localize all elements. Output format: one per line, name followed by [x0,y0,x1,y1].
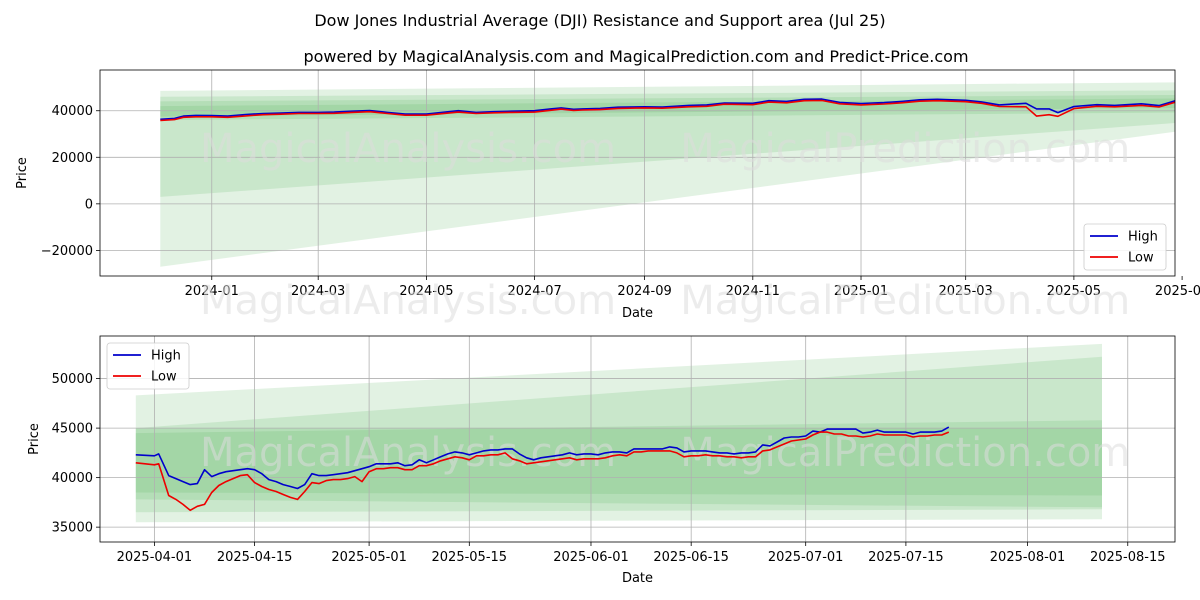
x-tick-label: 2025-06-15 [653,550,729,565]
series-group [135,426,950,512]
chart-title: Dow Jones Industrial Average (DJI) Resis… [314,11,885,30]
y-tick-label: 40000 [52,104,93,119]
x-tick-label: 2025-01 [834,284,888,299]
support-resistance-band [135,428,1103,496]
y-axis-label: Price [15,157,30,189]
legend-label: Low [1128,251,1154,266]
x-tick-label: 2025-08-01 [990,550,1066,565]
x-tick-label: 2024-09 [617,284,671,299]
chart-subtitle: powered by MagicalAnalysis.com and Magic… [303,47,968,66]
x-tick-label: 2024-05 [399,284,453,299]
support-resistance-band [135,420,1103,508]
plot-frame [99,69,1176,277]
x-tick-label: 2025-05-15 [432,550,508,565]
x-tick-label: 2025-03 [939,284,993,299]
x-axis-label: Date [622,306,653,321]
watermark-text: MagicalPrediction.com [680,430,1130,476]
y-tick-label: 20000 [52,151,93,166]
x-tick-label: 2025-05-01 [331,550,407,565]
x-tick-label: 2025-04-01 [117,550,193,565]
x-tick-label: 2025-06-01 [553,550,629,565]
y-tick-label: 50000 [52,372,93,387]
series-line-high [160,98,1175,121]
x-tick-label: 2024-07 [507,284,561,299]
top-chart: 2024-01 2024-03 2024-05 2024-07 2024-09 2024-… [15,69,1200,324]
x-tick-label: 2025-07-01 [768,550,844,565]
y-tick-label: 35000 [52,521,93,536]
x-tick-label: 2025-07 [1155,284,1200,299]
series-line-low [135,431,950,512]
y-tick-label: 40000 [52,471,93,486]
x-tick-label: 2025-04-15 [217,550,293,565]
support-resistance-band [160,82,1175,267]
y-axis-label: Price [27,423,42,455]
x-tick-label: 2025-08-15 [1090,550,1166,565]
bottom-chart: 2025-04-01 2025-04-15 2025-05-01 2025-05-15… [27,335,1176,586]
series-group [160,98,1175,122]
watermark-text: MagicalPrediction.com [680,126,1130,172]
support-resistance-band [160,90,1175,197]
x-tick-label: 2024-01 [185,284,239,299]
legend: High Low [106,342,190,390]
series-line-low [160,99,1175,122]
legend-label: High [1128,230,1158,245]
x-tick-label: 2025-07-15 [868,550,944,565]
watermark-text: MagicalPrediction.com [680,278,1130,324]
support-resistance-band [135,356,1103,513]
watermark-text: MagicalAnalysis.com [200,278,616,324]
legend-label: High [151,349,181,364]
legend-label: Low [151,370,177,385]
y-tick-label: 45000 [52,422,93,437]
plot-frame [99,335,1176,543]
legend: High Low [1083,223,1167,271]
y-tick-label: −20000 [41,244,93,259]
watermark-text: MagicalAnalysis.com [200,126,616,172]
series-line-high [135,426,950,490]
x-tick-label: 2025-05 [1047,284,1101,299]
watermark-text: MagicalAnalysis.com [200,430,616,476]
x-tick-label: 2024-03 [291,284,345,299]
y-tick-label: 0 [85,197,93,212]
x-axis-label: Date [622,571,653,586]
x-tick-label: 2024-11 [726,284,780,299]
